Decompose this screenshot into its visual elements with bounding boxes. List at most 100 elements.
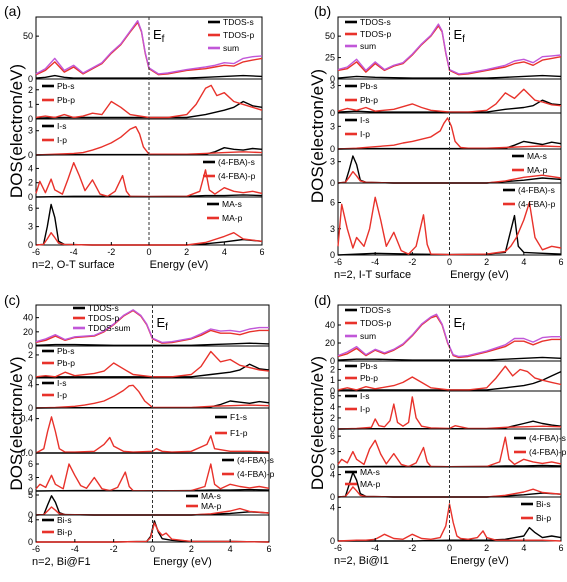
x-tick-label: 0 — [447, 257, 452, 267]
panel-footnote: n=2, Bi@I1 — [334, 555, 389, 567]
y-tick-label: 4 — [330, 470, 335, 480]
y-tick-label: 2 — [28, 85, 33, 95]
legend-label: (4-FBA)-p — [518, 199, 556, 209]
series-line-bi-p — [337, 503, 562, 542]
x-tick-label: 0 — [150, 544, 155, 554]
legend-label: I-s — [360, 391, 369, 401]
y-tick-label: 3 — [28, 126, 33, 136]
legend-label: Pb-s — [57, 81, 74, 91]
legend-label: TDOS-p — [223, 30, 254, 40]
legend-label: (4-FBA)-p — [218, 171, 256, 181]
x-tick-label: 4 — [521, 543, 526, 553]
y-tick-label: 4 — [28, 380, 33, 390]
subplot-2: 012 Pb-s Pb-p — [330, 360, 562, 396]
legend-label: Bi-s — [57, 515, 72, 525]
series-line-ma-p — [35, 232, 263, 246]
subplot-4: 0 2 4 (4-FBA)-s (4-FBA)-p — [28, 154, 263, 202]
y-tick-label: 0 — [28, 240, 33, 250]
series-line-tdos-s — [35, 74, 263, 79]
legend-label: MA-s — [527, 151, 547, 161]
subplot-4: 0 3 MA-s MA-p — [330, 148, 562, 188]
panel-footnote: n=2, Bi@F1 — [32, 556, 91, 568]
x-tick-label: 4 — [521, 257, 526, 267]
legend-label: Pb-p — [57, 95, 75, 105]
fermi-label: Ef — [157, 315, 169, 333]
x-tick-label: 2 — [189, 544, 194, 554]
y-tick-label: 6 — [28, 459, 33, 469]
legend-label: TDOS-s — [360, 17, 391, 27]
x-tick-label: 6 — [558, 257, 563, 267]
legend-label: Pb-p — [57, 358, 75, 368]
series-line-i-p — [337, 396, 562, 430]
series-line-sum — [35, 20, 263, 75]
x-axis-label: Energy (eV) — [450, 555, 509, 567]
subplot-5: 0 3 6 (4-FBA)-s (4-FBA)-p — [28, 452, 275, 496]
subplot-4: 0 3 6 (4-FBA)-s (4-FBA)-p — [330, 428, 567, 472]
legend-label: Pb-p — [360, 373, 378, 383]
legend-label: Bi-p — [536, 513, 551, 523]
series-line-i-p — [35, 126, 263, 156]
series-line-sum — [337, 313, 561, 358]
y-tick-label: 2 — [28, 350, 33, 360]
legend-label: Pb-s — [360, 81, 377, 91]
series-line-f1-p — [35, 416, 270, 454]
y-tick-label: 3 — [330, 224, 335, 234]
series-line-tdos-s — [337, 74, 562, 79]
fermi-label: Ef — [454, 27, 466, 45]
y-tick-label: 0 — [330, 74, 335, 84]
series-line-pb-p — [337, 88, 562, 113]
subplot-1: 0 20 40 TDOS-s TDOS-p sum — [325, 304, 562, 366]
series-line-pb-s — [338, 370, 562, 391]
legend-label: TDOS-s — [223, 17, 254, 27]
legend-label: F1-p — [230, 428, 248, 438]
x-axis-label: Energy (eV) — [150, 259, 209, 271]
legend-label: TDOS-p — [360, 29, 391, 39]
panel-footnote: n=2, I-T surface — [334, 269, 411, 281]
y-tick-label: 0 — [28, 537, 33, 547]
legend-label: (4-FBA)-p — [529, 447, 567, 457]
y-axis-label: DOS(electron/eV) — [7, 356, 26, 490]
y-tick-label: 1 — [330, 375, 335, 385]
x-tick-label: -6 — [334, 257, 342, 267]
x-tick-label: -2 — [110, 544, 118, 554]
legend-label: F1-s — [230, 412, 247, 422]
y-tick-label: 4 — [330, 502, 335, 512]
y-axis-label: DOS(electron/eV) — [308, 356, 327, 490]
legend-label: MA-s — [201, 491, 221, 501]
y-tick-label: 0.0 — [20, 448, 33, 458]
y-tick-label: 3 — [330, 447, 335, 457]
y-tick-label: 0 — [330, 144, 335, 154]
x-tick-label: -4 — [70, 247, 78, 257]
y-tick-label: 50 — [325, 31, 335, 41]
y-tick-label: 0 — [330, 250, 335, 260]
y-tick-label: 1 — [28, 99, 33, 109]
y-tick-label: 6 — [330, 431, 335, 441]
y-tick-label: 0 — [330, 108, 335, 118]
legend-label: MA-s — [360, 467, 380, 477]
legend-label: Bi-p — [57, 527, 72, 537]
subplot-5: 0 3 6 MA-s MA-p — [28, 196, 263, 250]
y-tick-label: 3 — [330, 81, 335, 91]
panel-label: (d) — [314, 292, 331, 308]
y-tick-label: 3 — [330, 121, 335, 131]
subplot-5: 0 3 6 (4-FBA)-s (4-FBA)-p — [330, 182, 562, 260]
y-tick-label: 0 — [28, 510, 33, 520]
subplot-2: 0 3 Pb-s Pb-p — [330, 78, 562, 118]
y-tick-label: 0 — [330, 386, 335, 396]
series-line-pb-s — [35, 100, 263, 119]
series-line-i-p — [337, 117, 562, 150]
y-tick-label: 0 — [28, 403, 33, 413]
legend-label: MA-p — [201, 501, 222, 511]
legend-label: I-p — [57, 135, 67, 145]
y-tick-label: 0.4 — [20, 414, 33, 424]
series-line-tdos-s — [337, 356, 562, 361]
y-tick-label: 0 — [28, 150, 33, 160]
legend-label: I-p — [57, 390, 67, 400]
y-tick-label: 3 — [28, 222, 33, 232]
panel-label: (c) — [4, 292, 20, 308]
x-tick-label: 2 — [484, 257, 489, 267]
x-tick-label: 2 — [184, 247, 189, 257]
y-tick-label: 25 — [325, 53, 335, 63]
